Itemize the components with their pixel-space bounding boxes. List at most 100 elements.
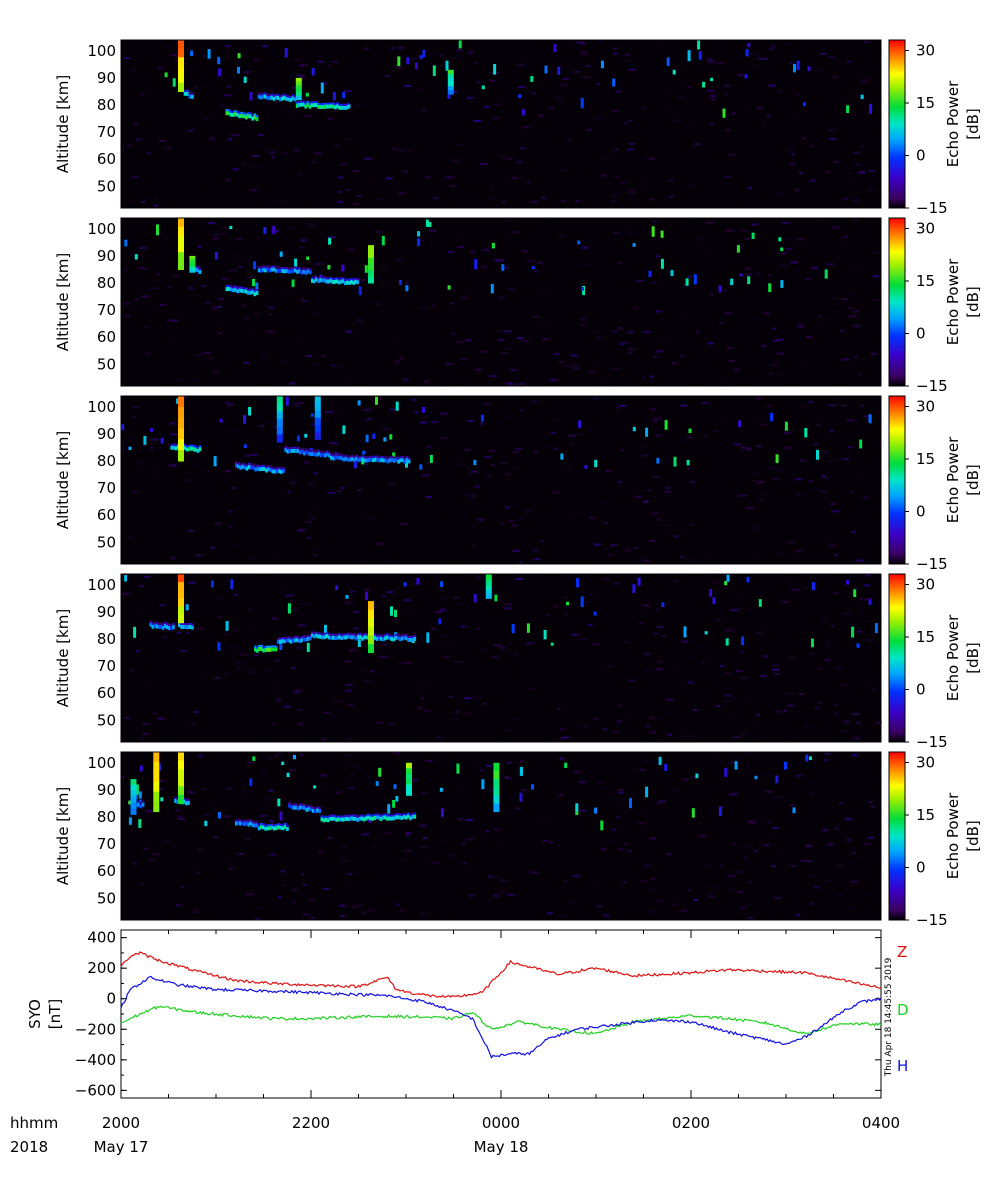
noise-cell bbox=[655, 802, 662, 804]
noise-cell bbox=[651, 877, 655, 880]
echo-layer-cell bbox=[402, 814, 406, 819]
series-legend-d: D bbox=[897, 1001, 909, 1019]
noise-cell bbox=[722, 502, 729, 505]
echo-blip bbox=[580, 97, 584, 109]
noise-cell bbox=[832, 251, 840, 254]
noise-cell bbox=[608, 128, 617, 131]
noise-cell bbox=[728, 716, 734, 719]
noise-cell bbox=[296, 402, 304, 405]
echo-layer-cell bbox=[382, 458, 386, 463]
noise-cell bbox=[827, 592, 836, 595]
echo-layer-cell bbox=[281, 96, 284, 101]
echo-layer-cell bbox=[257, 94, 261, 99]
echo-layer-halo bbox=[323, 451, 327, 454]
noise-cell bbox=[214, 676, 221, 679]
echo-layer-halo bbox=[235, 819, 238, 822]
echo-blip bbox=[670, 270, 674, 276]
noise-cell bbox=[466, 838, 474, 841]
noise-cell bbox=[806, 336, 813, 338]
noise-cell bbox=[661, 634, 666, 637]
noise-cell bbox=[461, 842, 466, 845]
noise-cell bbox=[579, 809, 587, 812]
echo-streak-cell bbox=[406, 789, 412, 796]
echo-layer-cell bbox=[407, 814, 410, 819]
echo-layer-halo bbox=[196, 266, 200, 269]
noise-cell bbox=[490, 624, 498, 626]
noise-cell bbox=[571, 639, 579, 642]
noise-cell bbox=[321, 355, 325, 358]
noise-cell bbox=[562, 78, 570, 81]
noise-cell bbox=[578, 323, 585, 326]
noise-cell bbox=[518, 63, 525, 66]
noise-cell bbox=[851, 198, 859, 201]
echo-layer-cell bbox=[326, 818, 330, 823]
echo-layer-halo bbox=[262, 92, 265, 95]
noise-cell bbox=[483, 352, 491, 355]
noise-cell bbox=[508, 383, 516, 386]
echo-layer-halo bbox=[379, 815, 383, 817]
noise-cell bbox=[272, 687, 280, 689]
echo-blip bbox=[124, 239, 128, 247]
echo-streak-cell bbox=[485, 574, 492, 579]
echo-blip bbox=[365, 591, 368, 601]
noise-cell bbox=[215, 542, 221, 545]
noise-cell bbox=[649, 157, 656, 160]
colorbar-label: Echo Power bbox=[944, 436, 962, 523]
echo-layer-cell bbox=[314, 808, 317, 813]
noise-cell bbox=[499, 594, 507, 596]
noise-cell bbox=[645, 725, 651, 728]
noise-cell bbox=[641, 377, 646, 380]
noise-cell bbox=[203, 814, 211, 817]
noise-cell bbox=[710, 122, 714, 125]
echo-layer-cell bbox=[382, 637, 385, 642]
noise-cell bbox=[566, 602, 574, 605]
echo-blip bbox=[474, 259, 478, 270]
noise-cell bbox=[833, 161, 840, 164]
noise-cell bbox=[421, 474, 430, 477]
noise-cell bbox=[538, 54, 544, 56]
noise-cell bbox=[193, 907, 200, 910]
echo-layer-halo bbox=[338, 453, 342, 456]
noise-cell bbox=[810, 85, 815, 88]
echo-streak-cell bbox=[178, 260, 184, 270]
echo-layer-halo bbox=[153, 621, 157, 624]
echo-layer-cell bbox=[239, 821, 242, 826]
noise-cell bbox=[457, 246, 464, 249]
echo-layer-cell bbox=[278, 639, 282, 644]
echo-layer-cell bbox=[170, 445, 174, 450]
noise-cell bbox=[505, 506, 510, 509]
echo-layer-halo bbox=[188, 92, 192, 95]
noise-cell bbox=[663, 491, 671, 493]
echo-blip bbox=[673, 456, 677, 467]
noise-cell bbox=[624, 641, 630, 643]
noise-cell bbox=[627, 59, 633, 62]
echo-layer-cell bbox=[334, 455, 337, 460]
noise-cell bbox=[573, 367, 580, 370]
echo-blip bbox=[252, 756, 256, 761]
noise-cell bbox=[589, 899, 594, 902]
echo-streak-cell bbox=[276, 419, 283, 428]
echo-layer-halo bbox=[333, 277, 337, 280]
noise-cell bbox=[345, 684, 353, 686]
noise-cell bbox=[739, 99, 744, 101]
noise-cell bbox=[836, 865, 843, 867]
echo-blip bbox=[710, 77, 714, 82]
noise-cell bbox=[242, 784, 246, 787]
echo-blip bbox=[358, 286, 362, 296]
noise-cell bbox=[298, 528, 306, 531]
echo-blip bbox=[521, 109, 525, 116]
echo-layer-cell bbox=[325, 279, 329, 284]
echo-layer-cell bbox=[362, 817, 366, 822]
echo-layer-halo bbox=[225, 285, 229, 288]
echo-layer-halo bbox=[390, 814, 393, 817]
echo-layer-halo bbox=[269, 465, 273, 468]
noise-cell bbox=[559, 295, 566, 298]
noise-cell bbox=[445, 591, 452, 594]
noise-cell bbox=[339, 915, 345, 917]
noise-cell bbox=[863, 41, 870, 43]
noise-cell bbox=[158, 139, 166, 142]
noise-cell bbox=[217, 332, 223, 335]
noise-cell bbox=[353, 71, 358, 74]
noise-cell bbox=[738, 594, 746, 597]
echo-layer-cell bbox=[342, 635, 346, 640]
